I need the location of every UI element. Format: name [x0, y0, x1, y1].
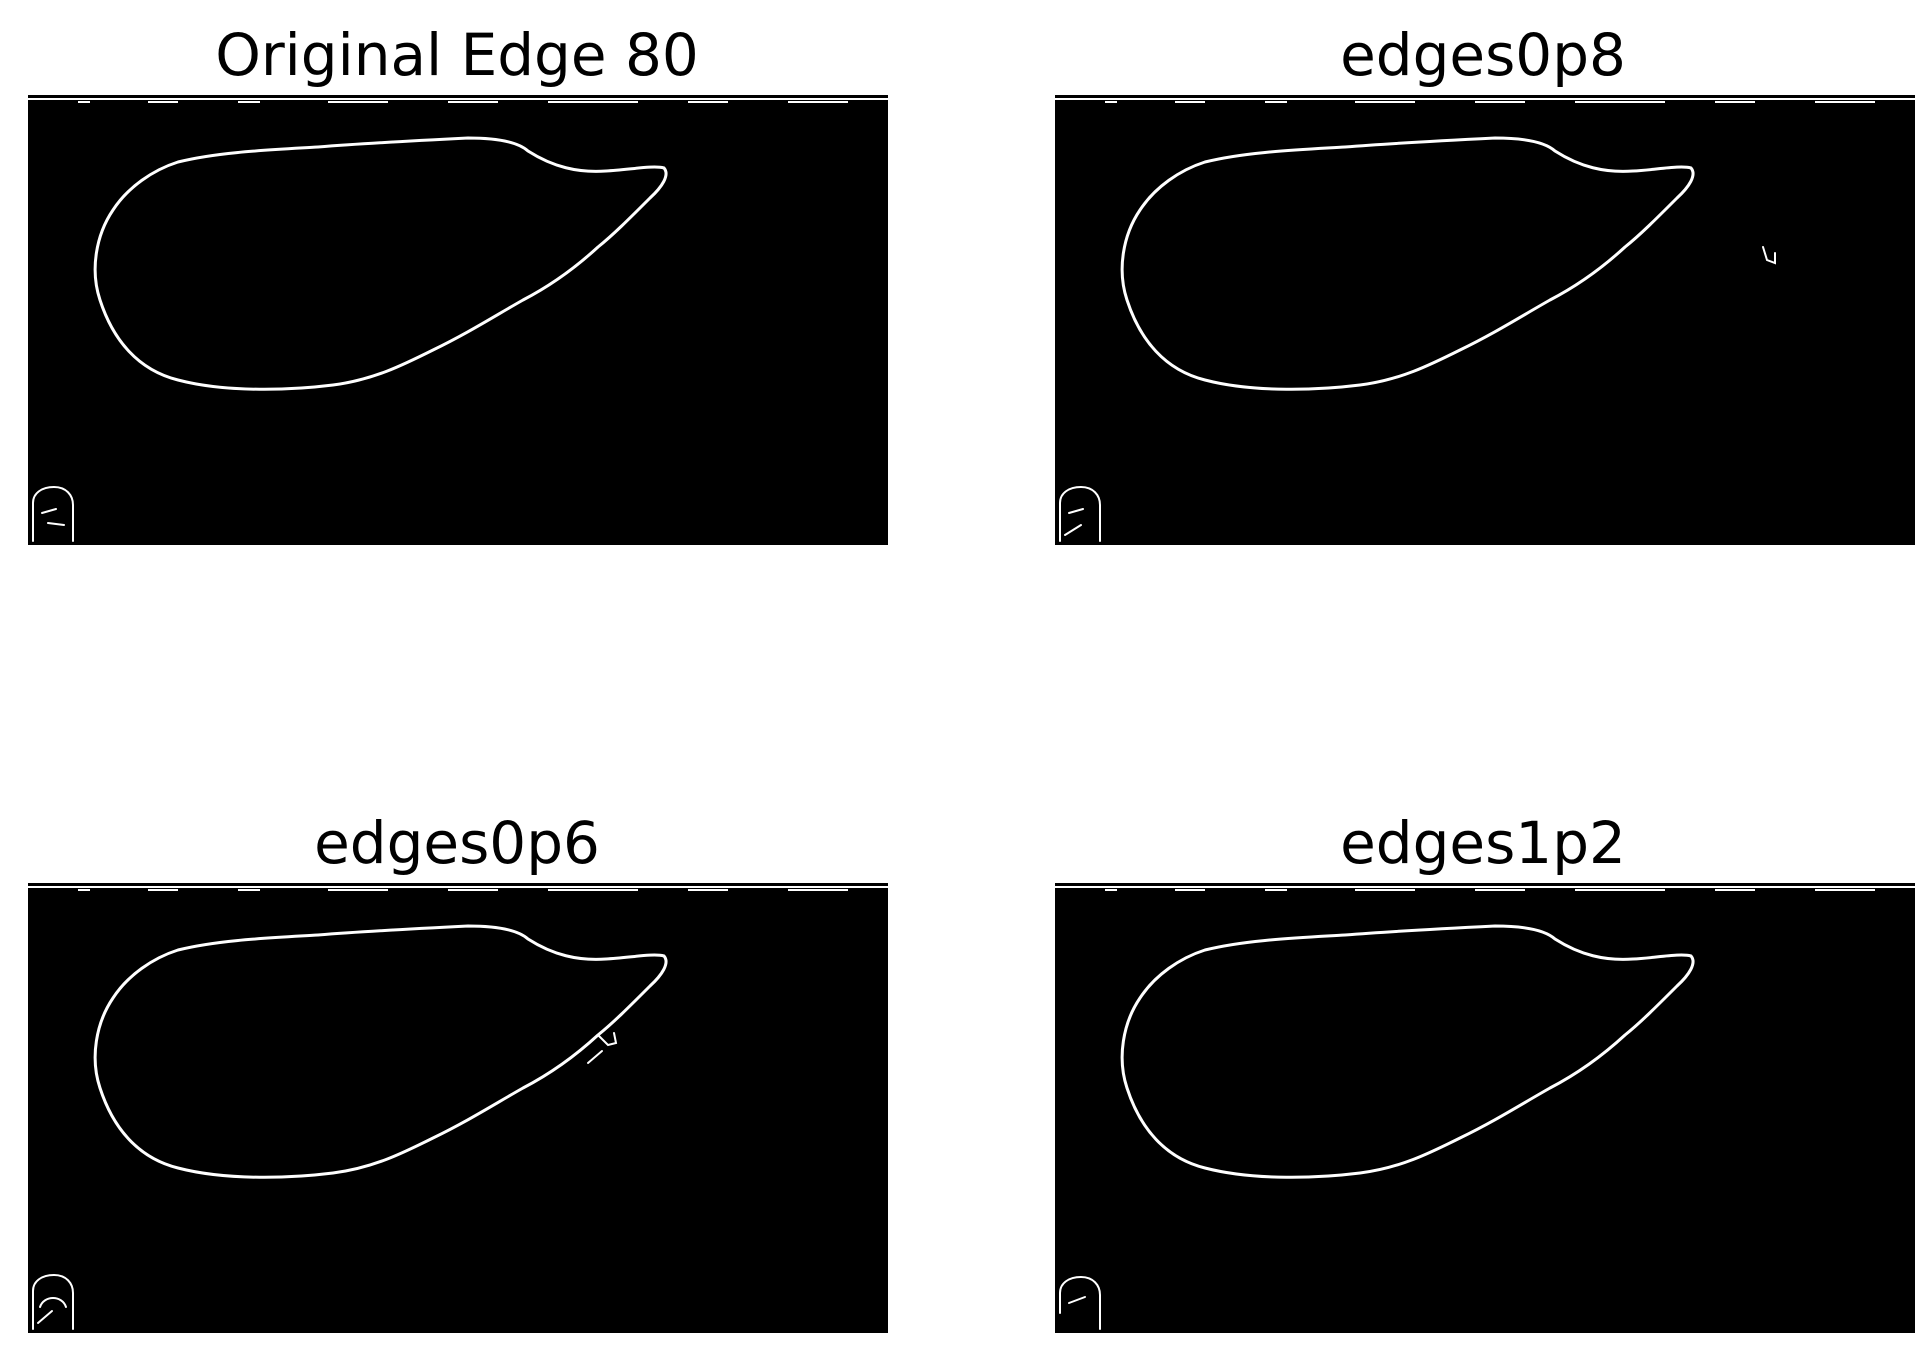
edge-spur-artifact — [587, 1032, 618, 1064]
top-edge-noise — [1055, 886, 1915, 891]
corner-artifact — [1059, 485, 1101, 542]
edge-contour-svg — [28, 886, 888, 1330]
edge-contour-svg — [1055, 886, 1915, 1330]
edge-contour-svg — [1055, 98, 1915, 542]
panel-title-edges1p2: edges1p2 — [1340, 809, 1626, 877]
object-contour — [93, 136, 668, 391]
object-contour — [93, 924, 668, 1179]
edge-contour-svg — [28, 98, 888, 542]
corner-artifact — [1059, 1275, 1101, 1330]
object-contour — [1120, 924, 1695, 1179]
edge-image-original-edge-80 — [28, 95, 888, 545]
top-edge-noise — [1055, 98, 1915, 103]
edge-image-edges0p6 — [28, 883, 888, 1333]
corner-artifact — [32, 1273, 74, 1330]
edge-image-edges1p2 — [1055, 883, 1915, 1333]
edge-spur-artifact — [1762, 246, 1776, 265]
object-contour — [1120, 136, 1695, 391]
top-edge-noise — [28, 886, 888, 891]
edge-image-edges0p8 — [1055, 95, 1915, 545]
panel-title-original-edge-80: Original Edge 80 — [215, 21, 699, 89]
corner-artifact — [32, 485, 74, 542]
top-edge-noise — [28, 98, 888, 103]
panel-title-edges0p8: edges0p8 — [1340, 21, 1626, 89]
panel-title-edges0p6: edges0p6 — [314, 809, 600, 877]
